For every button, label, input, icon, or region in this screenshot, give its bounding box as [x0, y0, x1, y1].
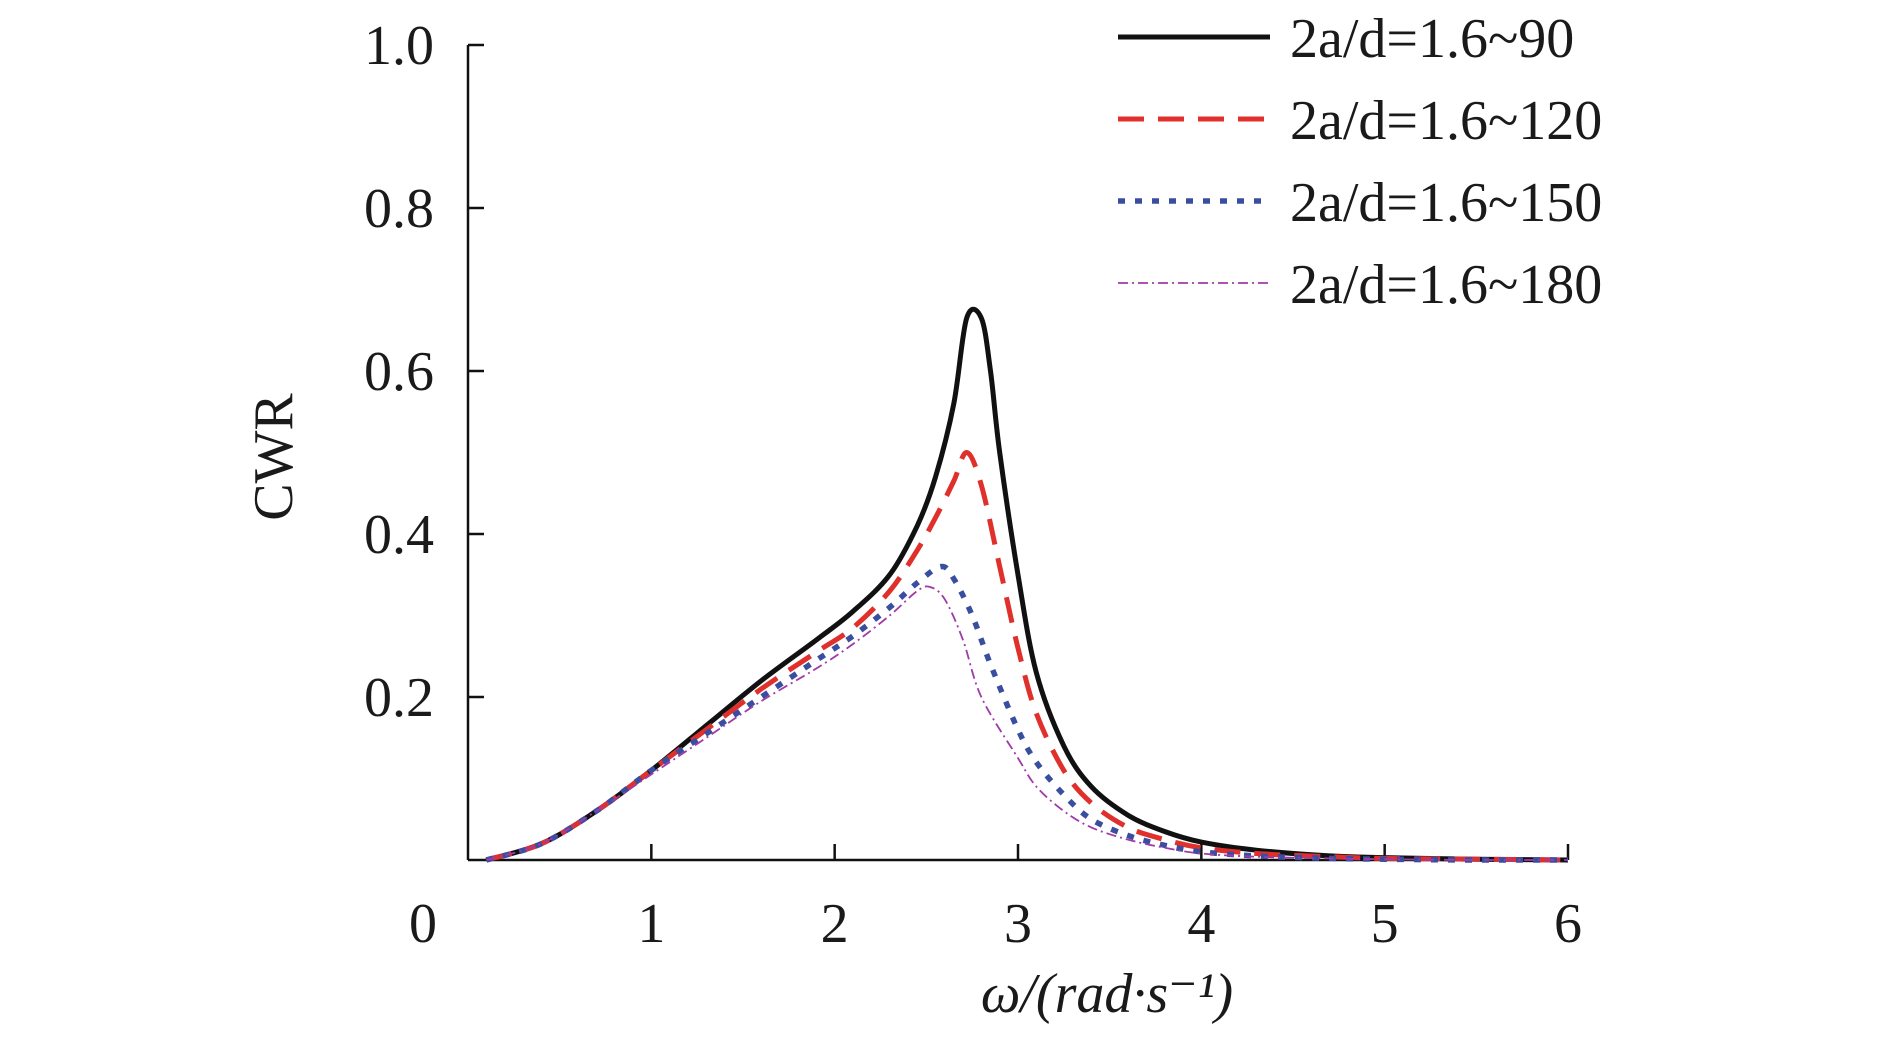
x-tick-label: 5	[1371, 893, 1399, 955]
legend-label-4: 2a/d=1.6~180	[1290, 254, 1602, 316]
x-tick-label: 3	[1004, 893, 1032, 955]
legend-label-1: 2a/d=1.6~90	[1290, 8, 1574, 70]
series-line-1	[485, 306, 1569, 863]
legend: 2a/d=1.6~90 2a/d=1.6~120 2a/d=1.6~150 2a/d=…	[1118, 8, 1602, 316]
axes: 0 1 2 3 4 5 6 0.2 0.4 0.6 0.8 1.0	[364, 15, 1582, 955]
y-axis-title: CWR	[243, 393, 305, 521]
series-layer	[485, 306, 1569, 863]
legend-label-3: 2a/d=1.6~150	[1290, 172, 1602, 234]
x-tick-label: 0	[409, 893, 437, 955]
legend-label-2: 2a/d=1.6~120	[1290, 90, 1602, 152]
x-tick-label: 1	[637, 893, 665, 955]
x-tick-label: 4	[1187, 893, 1215, 955]
y-tick-label: 0.4	[364, 504, 434, 566]
x-axis-title: ω/(rad·s⁻¹)	[981, 963, 1233, 1025]
y-tick-label: 0.6	[364, 341, 434, 403]
y-tick-label: 0.8	[364, 178, 434, 240]
series-line-3	[485, 563, 1569, 863]
x-tick-label: 2	[821, 893, 849, 955]
x-tick-label: 6	[1554, 893, 1582, 955]
y-tick-label: 1.0	[364, 15, 434, 77]
series-line-4	[486, 585, 1569, 861]
series-line-2	[485, 450, 1569, 863]
y-tick-label: 0.2	[364, 667, 434, 729]
